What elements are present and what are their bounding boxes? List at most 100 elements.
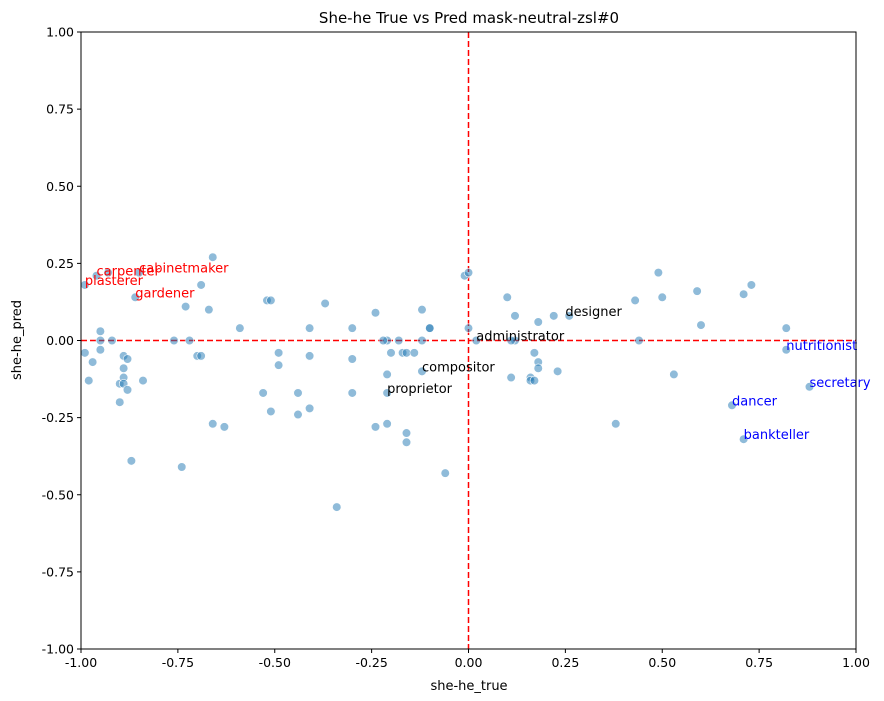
point-annotation: nutritionist [786,339,857,354]
data-point [382,419,392,429]
data-point [208,252,218,262]
data-point [611,419,621,429]
data-point [386,348,396,358]
data-point [274,348,284,358]
data-point [122,385,133,395]
data-point [506,335,516,346]
data-point [553,366,563,376]
y-tick-label: -0.75 [42,564,74,579]
data-point [653,268,663,278]
data-point [409,348,419,358]
data-point [746,280,756,290]
data-point [781,345,791,355]
data-point [804,382,815,392]
data-point [305,351,315,361]
data-point [564,311,574,321]
data-point [305,323,315,333]
data-point [134,268,144,278]
data-point [115,397,125,407]
data-point [347,323,357,333]
data-point [169,335,179,346]
data-point [529,376,539,386]
data-point [370,422,381,432]
data-point [471,335,481,346]
x-tick-label: 0.75 [745,655,773,670]
data-point [425,323,435,333]
x-tick-label: -0.75 [162,655,194,670]
x-tick-label: 1.00 [842,655,870,670]
point-annotation: administrator [476,330,565,345]
data-point [266,295,276,305]
data-point [293,409,303,420]
y-tick-label: -0.25 [42,410,74,425]
point-annotation: dancer [732,394,778,409]
x-tick-label: -1.00 [65,655,97,670]
data-point [739,289,749,299]
data-point [463,268,474,278]
point-annotation: plasterer [85,274,144,289]
y-tick-label: 0.25 [46,256,74,271]
data-point [184,335,195,346]
data-points [80,252,815,512]
data-point [138,376,148,386]
data-point [119,363,129,373]
data-point [122,354,133,364]
x-tick-label: 0.00 [455,655,483,670]
y-tick-label: 0.00 [46,333,74,348]
data-point [739,434,749,444]
x-tick-label: -0.50 [259,655,291,670]
chart-title: She-he True vs Pred mask-neutral-zsl#0 [319,9,619,27]
data-point [657,292,667,302]
x-tick-label: 0.50 [648,655,676,670]
point-annotation: bankteller [744,428,810,443]
y-tick-label: -1.00 [42,642,74,657]
data-point [181,301,191,312]
data-point [510,311,520,321]
point-annotation: compositor [422,360,495,375]
data-point [549,311,559,321]
data-point [88,357,98,367]
data-point [177,462,187,472]
data-point [204,305,214,315]
data-point [84,376,94,386]
data-point [320,298,330,309]
data-point [417,305,427,315]
y-tick-label: 0.50 [46,179,74,194]
data-point [130,292,140,302]
data-point [258,388,268,398]
y-tick-label: 0.75 [46,102,74,117]
data-point [91,271,102,281]
data-point [669,369,679,380]
data-point [370,308,381,318]
data-point [103,268,113,278]
data-point [630,295,640,305]
data-point [506,372,516,383]
point-annotation: carpenter [97,265,161,280]
data-point [727,400,737,410]
data-point [394,335,404,346]
y-axis-label: she-he_pred [10,300,25,380]
data-point [95,335,105,346]
data-point [529,348,539,358]
point-annotation: gardener [135,286,195,301]
data-point [196,351,206,361]
point-annotation: proprietor [387,382,453,397]
data-point [401,428,412,438]
data-point [502,292,512,302]
data-point [332,502,342,512]
data-point [274,360,284,370]
y-tick-label: 1.00 [46,25,74,40]
data-point [533,363,543,373]
data-point [266,406,276,417]
data-point [401,348,412,358]
data-point [382,369,392,380]
point-annotation: secretary [810,376,871,391]
x-axis-label: she-he_true [430,679,507,694]
data-point [440,468,450,478]
x-axis-ticks: -1.00 -0.75 -0.50 -0.25 0.00 0.25 0.50 0.75 1.00 [65,649,870,670]
data-point [196,280,206,290]
data-point [95,326,105,336]
data-point [417,366,427,376]
data-point [80,348,90,358]
